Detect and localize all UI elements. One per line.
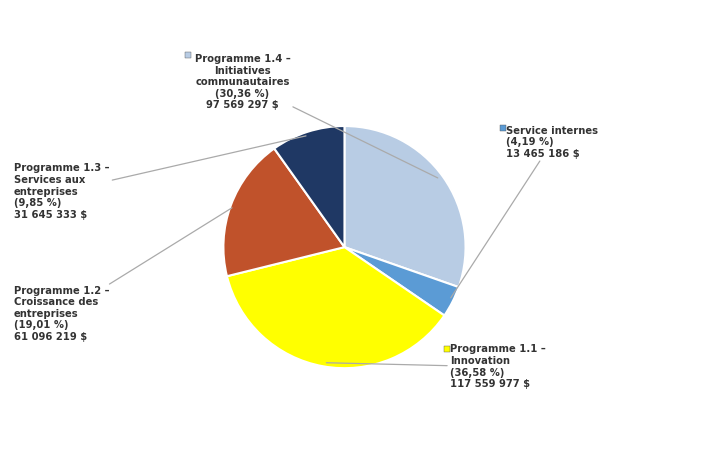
Wedge shape [227,247,444,368]
Text: Service internes
(4,19 %)
13 465 186 $: Service internes (4,19 %) 13 465 186 $ [451,125,598,298]
Text: Programme 1.3 –
Services aux
entreprises
(9,85 %)
31 645 333 $: Programme 1.3 – Services aux entreprises… [14,136,306,220]
Text: Programme 1.1 –
Innovation
(36,58 %)
117 559 977 $: Programme 1.1 – Innovation (36,58 %) 117… [326,345,546,389]
Wedge shape [344,126,465,287]
Wedge shape [344,247,459,315]
Text: Programme 1.4 –
Initiatives
communautaires
(30,36 %)
97 569 297 $: Programme 1.4 – Initiatives communautair… [195,54,438,178]
Wedge shape [224,149,344,276]
Wedge shape [274,126,344,247]
Text: Programme 1.2 –
Croissance des
entreprises
(19,01 %)
61 096 219 $: Programme 1.2 – Croissance des entrepris… [14,208,232,342]
